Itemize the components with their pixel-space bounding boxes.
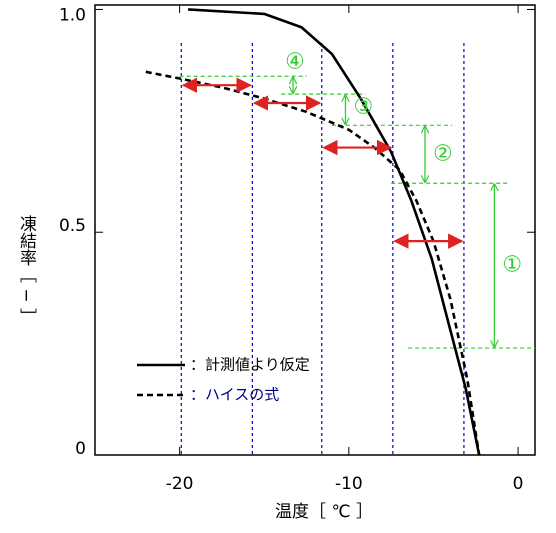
y-tick-label: 0	[75, 439, 86, 459]
x-tick-label: -10	[335, 474, 363, 494]
x-axis-label: 温度［ ℃ ］	[275, 502, 373, 522]
y-tick-label: 0.5	[59, 216, 86, 236]
step-label: ②	[433, 141, 453, 166]
step-label: ①	[502, 253, 522, 278]
y-tick-label: 1.0	[59, 5, 86, 25]
plot-frame	[94, 4, 536, 456]
y-axis-label: 凍結率［ − ］	[16, 215, 37, 325]
step-label: ③	[353, 95, 373, 120]
step-label: ④	[285, 49, 305, 74]
legend-label: ：計測値より仮定	[190, 356, 310, 374]
x-tick-label: -20	[166, 474, 194, 494]
legend-label: ：ハイスの式	[190, 386, 279, 404]
x-tick-label: 0	[513, 474, 524, 494]
